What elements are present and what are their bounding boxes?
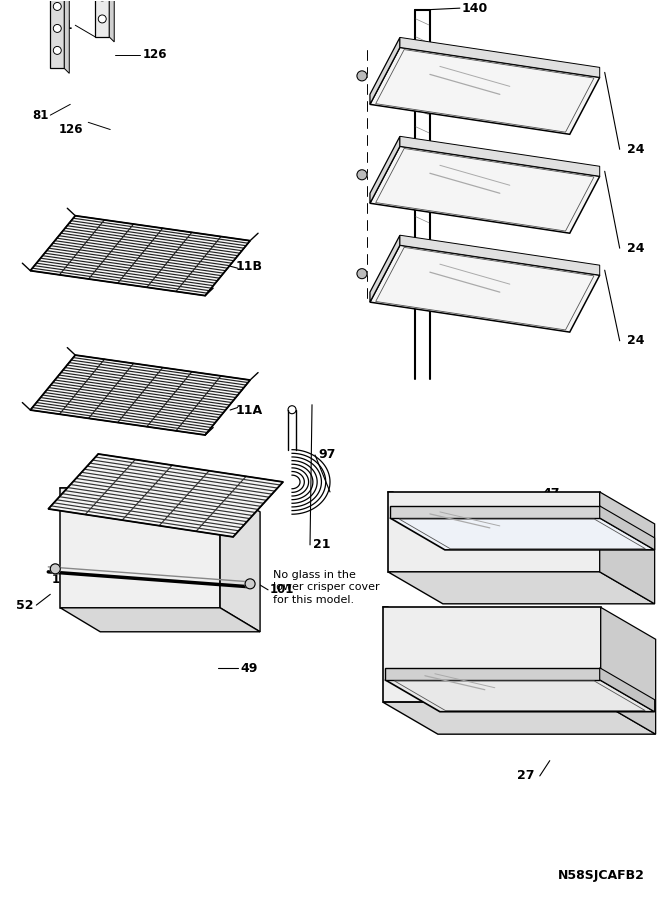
Text: 24: 24 <box>626 242 644 255</box>
Polygon shape <box>50 0 64 68</box>
Text: 11B: 11B <box>235 260 262 273</box>
Text: 101: 101 <box>270 583 294 597</box>
Circle shape <box>357 269 367 279</box>
Text: 97: 97 <box>318 448 336 462</box>
Text: 140: 140 <box>462 2 488 14</box>
Text: 47: 47 <box>543 487 560 500</box>
Text: 26: 26 <box>630 554 648 568</box>
Polygon shape <box>400 136 599 176</box>
Text: 11: 11 <box>238 482 255 496</box>
Polygon shape <box>370 48 599 134</box>
Polygon shape <box>30 356 250 435</box>
Text: 24: 24 <box>626 334 644 347</box>
Text: 81: 81 <box>56 19 72 32</box>
Circle shape <box>357 71 367 81</box>
Text: for this model.: for this model. <box>273 595 354 605</box>
Text: 11A: 11A <box>235 403 263 417</box>
Polygon shape <box>599 506 655 550</box>
Polygon shape <box>388 492 599 572</box>
Text: 101: 101 <box>52 572 76 586</box>
Polygon shape <box>64 0 69 74</box>
Text: 27: 27 <box>517 770 535 782</box>
Polygon shape <box>370 235 400 302</box>
Text: 49: 49 <box>240 662 257 674</box>
Text: N58SJCAFB2: N58SJCAFB2 <box>558 869 645 882</box>
Polygon shape <box>61 488 220 608</box>
Polygon shape <box>370 136 400 203</box>
Polygon shape <box>48 454 283 537</box>
Polygon shape <box>601 608 655 734</box>
Polygon shape <box>383 702 655 734</box>
Polygon shape <box>109 0 114 42</box>
Polygon shape <box>95 0 109 37</box>
Circle shape <box>357 170 367 180</box>
Polygon shape <box>390 518 655 550</box>
Text: 126: 126 <box>142 49 166 61</box>
Polygon shape <box>400 38 599 77</box>
Text: No glass in the: No glass in the <box>273 570 356 580</box>
Text: 126: 126 <box>59 123 84 136</box>
Polygon shape <box>370 245 599 332</box>
Text: 21: 21 <box>313 538 330 552</box>
Circle shape <box>98 15 106 22</box>
Text: 25: 25 <box>603 502 620 516</box>
Polygon shape <box>370 147 599 233</box>
Text: 52: 52 <box>16 598 34 612</box>
Polygon shape <box>383 608 601 702</box>
Circle shape <box>53 24 61 32</box>
Circle shape <box>53 3 61 11</box>
Polygon shape <box>599 668 655 712</box>
Polygon shape <box>390 506 599 518</box>
Polygon shape <box>385 680 655 712</box>
Text: 51: 51 <box>198 550 216 563</box>
Polygon shape <box>385 668 599 680</box>
Text: 24: 24 <box>626 143 644 156</box>
Text: 25A: 25A <box>388 689 415 702</box>
Circle shape <box>50 564 61 574</box>
Text: lower crisper cover: lower crisper cover <box>273 582 380 592</box>
Polygon shape <box>400 235 599 275</box>
Circle shape <box>245 579 255 589</box>
Circle shape <box>53 47 61 54</box>
Polygon shape <box>599 492 655 604</box>
Polygon shape <box>220 488 260 632</box>
Text: 81: 81 <box>32 109 48 122</box>
Circle shape <box>98 0 106 1</box>
Polygon shape <box>388 572 655 604</box>
Polygon shape <box>61 608 260 632</box>
Polygon shape <box>370 38 400 104</box>
Polygon shape <box>30 216 250 295</box>
